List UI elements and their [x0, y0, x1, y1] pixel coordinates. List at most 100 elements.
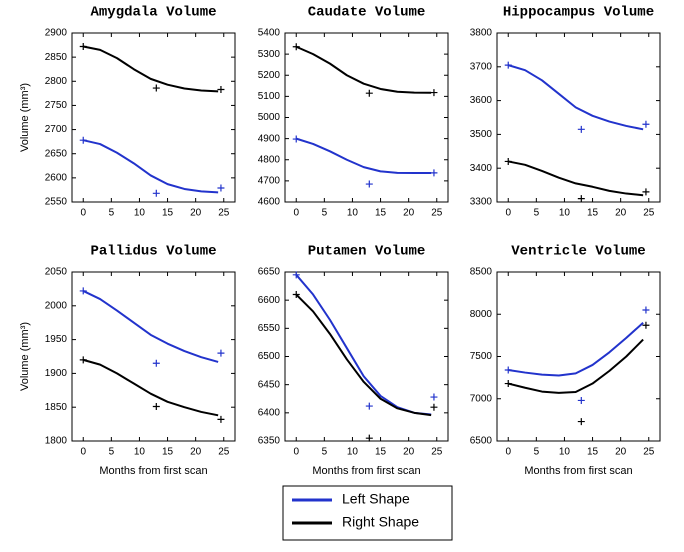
- x-tick-label: 0: [293, 447, 299, 458]
- y-tick-label: 6400: [258, 407, 281, 418]
- y-axis-label: Volume (mm³): [19, 83, 31, 152]
- y-tick-label: 4900: [258, 133, 281, 144]
- observed-point: [365, 180, 373, 188]
- y-tick-label: 1900: [45, 368, 68, 379]
- observed-point: [642, 321, 650, 329]
- observed-point: [577, 396, 585, 404]
- fit-line: [83, 45, 219, 93]
- y-tick-label: 3500: [470, 129, 493, 140]
- x-tick-label: 10: [134, 208, 146, 219]
- y-tick-label: 2800: [45, 76, 68, 87]
- y-tick-label: 5200: [258, 70, 281, 81]
- observed-point: [577, 418, 585, 426]
- observed-point: [365, 89, 373, 97]
- y-tick-label: 1850: [45, 402, 68, 413]
- y-tick-label: 2700: [45, 124, 68, 135]
- x-tick-label: 10: [347, 208, 359, 219]
- x-tick-label: 15: [375, 447, 387, 458]
- x-tick-label: 0: [80, 208, 86, 219]
- fit-line: [508, 321, 644, 377]
- observed-point: [292, 135, 300, 143]
- plot-frame: [71, 271, 236, 442]
- legend-box: [282, 485, 453, 541]
- observed-point: [79, 356, 87, 364]
- y-tick-label: 6650: [258, 267, 281, 278]
- x-tick-label: 0: [80, 447, 86, 458]
- fit-line: [295, 274, 432, 416]
- x-tick-label: 20: [403, 208, 415, 219]
- x-tick-label: 15: [587, 447, 599, 458]
- y-tick-label: 7500: [470, 351, 493, 362]
- fit-line: [295, 137, 432, 175]
- y-tick-label: 2000: [45, 300, 68, 311]
- observed-point: [430, 403, 438, 411]
- y-tick-label: 2050: [45, 267, 68, 278]
- chart-title: Pallidus Volume: [90, 244, 216, 260]
- x-tick-label: 10: [559, 208, 571, 219]
- observed-point: [79, 136, 87, 144]
- chart-title: Ventricle Volume: [511, 244, 645, 260]
- observed-point: [152, 359, 160, 367]
- fit-line: [295, 293, 432, 417]
- chart-title: Putamen Volume: [308, 244, 426, 260]
- fit-line: [295, 45, 432, 94]
- observed-point: [217, 85, 225, 93]
- x-tick-label: 25: [643, 447, 655, 458]
- x-tick-label: 5: [109, 447, 115, 458]
- observed-point: [577, 125, 585, 133]
- y-tick-label: 2600: [45, 172, 68, 183]
- observed-point: [217, 349, 225, 357]
- fit-line: [82, 290, 219, 363]
- y-tick-label: 6550: [258, 323, 281, 334]
- observed-point: [504, 157, 512, 165]
- x-tick-label: 25: [431, 208, 443, 219]
- x-tick-label: 10: [347, 447, 359, 458]
- chart-title: Amygdala Volume: [90, 5, 216, 21]
- x-tick-label: 5: [322, 447, 328, 458]
- chart-title: Hippocampus Volume: [503, 5, 654, 21]
- y-tick-label: 8000: [470, 309, 493, 320]
- observed-point: [79, 43, 87, 51]
- observed-point: [292, 291, 300, 299]
- plot-frame: [284, 32, 449, 203]
- observed-point: [430, 393, 438, 401]
- observed-point: [365, 402, 373, 410]
- plot-frame: [284, 271, 449, 442]
- y-tick-label: 4600: [258, 197, 281, 208]
- y-tick-label: 2550: [45, 197, 68, 208]
- x-tick-label: 0: [505, 447, 511, 458]
- y-tick-label: 6600: [258, 295, 281, 306]
- y-tick-label: 7000: [470, 393, 493, 404]
- observed-point: [504, 61, 512, 69]
- x-tick-label: 20: [403, 447, 415, 458]
- observed-point: [152, 84, 160, 92]
- y-tick-label: 5300: [258, 49, 281, 60]
- y-tick-label: 8500: [470, 267, 493, 278]
- x-tick-label: 15: [375, 208, 387, 219]
- y-axis-label: Volume (mm³): [19, 322, 31, 391]
- x-tick-label: 5: [534, 208, 540, 219]
- y-tick-label: 2850: [45, 52, 68, 63]
- x-tick-label: 25: [431, 447, 443, 458]
- x-tick-label: 25: [218, 208, 230, 219]
- y-tick-label: 1950: [45, 334, 68, 345]
- y-tick-label: 3300: [470, 197, 493, 208]
- plot-frame: [496, 32, 661, 203]
- observed-point: [152, 403, 160, 411]
- x-tick-label: 0: [293, 208, 299, 219]
- x-tick-label: 5: [109, 208, 115, 219]
- x-tick-label: 5: [534, 447, 540, 458]
- y-tick-label: 4700: [258, 176, 281, 187]
- y-tick-label: 5400: [258, 28, 281, 39]
- x-tick-label: 25: [643, 208, 655, 219]
- plot-frame: [71, 32, 236, 203]
- plot-frame: [496, 271, 661, 442]
- observed-point: [292, 43, 300, 51]
- x-tick-label: 0: [505, 208, 511, 219]
- fit-line: [83, 139, 219, 194]
- y-tick-label: 6450: [258, 379, 281, 390]
- x-axis-label: Months from first scan: [524, 465, 632, 477]
- y-tick-label: 2900: [45, 28, 68, 39]
- observed-point: [577, 195, 585, 203]
